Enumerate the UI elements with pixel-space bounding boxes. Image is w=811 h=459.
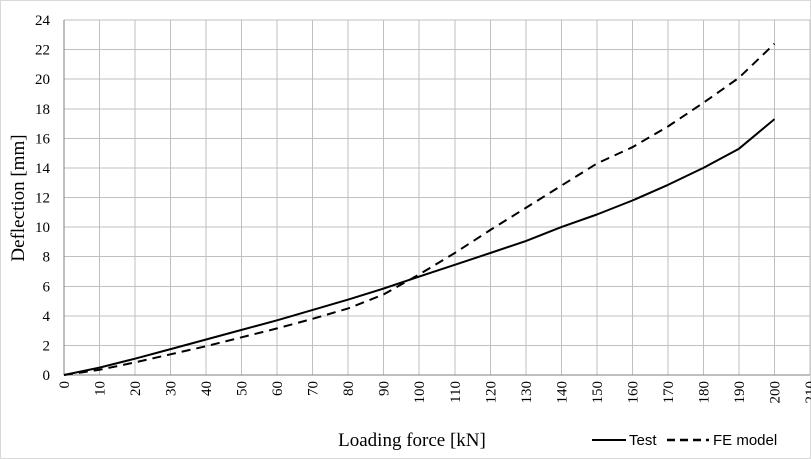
x-tick-label: 50 <box>235 381 251 396</box>
x-tick-label: 200 <box>767 381 783 404</box>
y-tick-label: 22 <box>35 43 50 59</box>
x-tick-label: 180 <box>696 381 712 404</box>
x-tick-label: 210 <box>803 381 811 404</box>
y-tick-label: 10 <box>35 220 50 236</box>
y-tick-label: 2 <box>43 338 51 354</box>
x-tick-label: 160 <box>625 381 641 404</box>
y-tick-label: 14 <box>35 161 51 177</box>
x-tick-label: 10 <box>93 381 109 396</box>
y-tick-label: 4 <box>43 309 51 325</box>
x-tick-label: 120 <box>483 381 499 404</box>
y-tick-label: 16 <box>35 131 51 147</box>
gridlines <box>64 19 811 375</box>
legend-label-fe-model: FE model <box>713 432 777 449</box>
y-axis-title: Deflection [mm] <box>8 134 29 261</box>
x-tick-label: 0 <box>57 381 73 389</box>
series-lines <box>63 42 776 376</box>
x-tick-label: 110 <box>448 381 464 403</box>
x-tick-label: 140 <box>554 381 570 404</box>
x-tick-label: 60 <box>270 381 286 396</box>
x-tick-label: 150 <box>590 381 606 404</box>
x-tick-label: 70 <box>306 381 322 396</box>
y-tick-label: 6 <box>43 279 51 295</box>
legend: Test FE model <box>592 432 777 449</box>
y-tick-label: 20 <box>35 72 50 88</box>
y-tick-label: 12 <box>35 191 50 207</box>
x-tick-label: 90 <box>377 381 393 396</box>
axes <box>63 20 810 376</box>
x-tick-labels: 0 10 20 30 40 50 60 70 80 90 100 110 120 130 140 150 160… <box>57 381 811 404</box>
x-axis-title: Loading force [kN] <box>338 430 486 451</box>
y-tick-label: 0 <box>43 368 51 384</box>
x-tick-label: 190 <box>732 381 748 404</box>
x-tick-label: 80 <box>341 381 357 396</box>
x-tick-label: 130 <box>519 381 535 404</box>
y-tick-label: 8 <box>43 250 51 266</box>
x-tick-label: 30 <box>164 381 180 396</box>
x-tick-label: 40 <box>199 381 215 396</box>
x-tick-label: 100 <box>412 381 428 404</box>
y-tick-label: 24 <box>35 13 51 29</box>
series-line-test <box>63 118 776 376</box>
x-tick-label: 20 <box>128 381 144 396</box>
series-line-fe-model <box>63 42 776 376</box>
x-tick-label: 170 <box>661 381 677 404</box>
y-tick-label: 18 <box>35 102 50 118</box>
legend-label-test: Test <box>629 432 657 449</box>
